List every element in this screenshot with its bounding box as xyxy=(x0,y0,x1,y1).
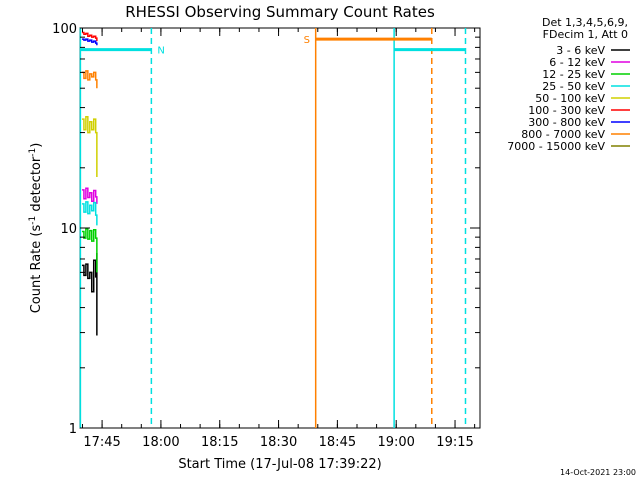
x-tick-label: 18:45 xyxy=(319,435,356,450)
night-label: N xyxy=(157,46,164,57)
y-axis-label-sup1: -1 xyxy=(28,216,38,225)
series-line-4 xyxy=(81,115,98,177)
y-axis-label-main: Count Rate (s xyxy=(29,225,44,314)
series-line-7 xyxy=(81,70,98,89)
legend-entry-label: 25 - 50 keV xyxy=(542,80,605,93)
legend-entry-label: 800 - 7000 keV xyxy=(521,128,605,141)
x-tick-label: 19:00 xyxy=(377,435,414,450)
chart-title: RHESSI Observing Summary Count Rates xyxy=(125,3,435,21)
legend-entry-label: 300 - 800 keV xyxy=(528,116,605,129)
legend-entry-label: 7000 - 15000 keV xyxy=(507,140,605,153)
series-line-2 xyxy=(81,228,98,273)
y-axis-label-sup2: -1 xyxy=(28,148,38,157)
legend-entry-label: 6 - 12 keV xyxy=(549,56,605,69)
series-line-3 xyxy=(81,201,98,226)
legend-entry-label: 50 - 100 keV xyxy=(535,92,605,105)
y-axis-label-end: ) xyxy=(29,143,44,148)
legend: Det 1,3,4,5,6,9, FDecim 1, Att 0 3 - 6 k… xyxy=(507,16,630,153)
y-tick-label: 10 xyxy=(60,222,77,237)
x-axis-label: Start Time (17-Jul-08 17:39:22) xyxy=(178,457,381,472)
series-line-0 xyxy=(81,252,98,336)
timestamp: 14-Oct-2021 23:00 xyxy=(560,468,636,477)
y-axis-label-mid: detector xyxy=(29,156,44,216)
legend-entry-label: 12 - 25 keV xyxy=(542,68,605,81)
y-axis-label: Count Rate (s-1 detector-1) xyxy=(28,143,44,314)
y-tick-label: 100 xyxy=(52,22,77,37)
series-line-6 xyxy=(81,38,98,46)
legend-entry-label: 100 - 300 keV xyxy=(528,104,605,117)
series-layer xyxy=(81,31,98,336)
legend-entry-label: 3 - 6 keV xyxy=(556,44,605,57)
x-tick-label: 17:45 xyxy=(83,435,120,450)
x-tick-label: 18:30 xyxy=(260,435,297,450)
saa-label: S xyxy=(304,35,310,46)
series-line-1 xyxy=(81,187,98,204)
x-tick-label: 18:15 xyxy=(201,435,238,450)
plot-frame xyxy=(79,27,481,429)
y-tick-label: 1 xyxy=(69,422,77,437)
x-tick-label: 18:00 xyxy=(142,435,179,450)
x-tick-label: 19:15 xyxy=(436,435,473,450)
legend-header-line-2: FDecim 1, Att 0 xyxy=(543,28,628,41)
tick-layer: 17:45 18:00 18:15 18:30 18:45 19:00 19:15 1 10 10… xyxy=(52,22,480,450)
legend-header-line-1: Det 1,3,4,5,6,9, xyxy=(542,16,628,29)
series-line-5 xyxy=(81,31,98,42)
annotations-layer: NS xyxy=(79,28,467,428)
